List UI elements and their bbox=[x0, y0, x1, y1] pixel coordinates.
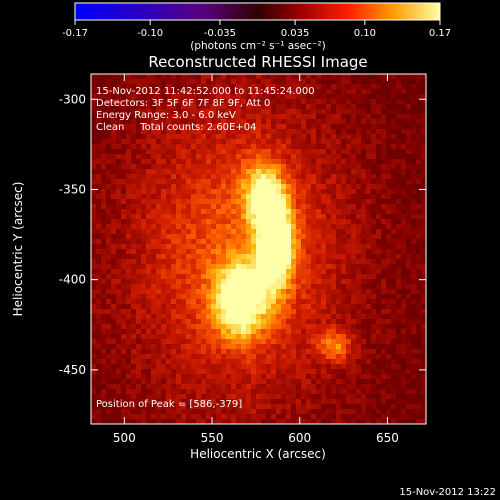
colorbar-tick: 0.10 bbox=[354, 20, 376, 39]
colorbar-tick-label: -0.035 bbox=[204, 28, 236, 39]
plot-frame bbox=[90, 73, 427, 425]
y-tick-label: -300 bbox=[59, 92, 86, 106]
colorbar-tick-label: 0.17 bbox=[429, 28, 451, 39]
x-tick-label: 650 bbox=[376, 431, 399, 445]
y-tick: -400 bbox=[59, 273, 426, 287]
heatmap-image bbox=[91, 74, 426, 424]
y-tick-label: -400 bbox=[59, 273, 86, 287]
annotation-clean-counts: Clean Total counts: 2.60E+04 bbox=[96, 122, 256, 133]
annotation-time-range: 15-Nov-2012 11:42:52.000 to 11:45:24.000 bbox=[96, 86, 315, 97]
x-tick-label: 500 bbox=[113, 431, 136, 445]
colorbar-tick: -0.10 bbox=[137, 20, 163, 39]
y-tick: -350 bbox=[59, 182, 426, 196]
colorbar-tick-label: 0.10 bbox=[354, 28, 376, 39]
colorbar-tick: 0.035 bbox=[281, 20, 310, 39]
y-axis-label: Heliocentric Y (arcsec) bbox=[11, 182, 25, 317]
x-tick: 650 bbox=[376, 74, 399, 445]
x-tick: 550 bbox=[201, 74, 224, 445]
colorbar-tick-label: 0.035 bbox=[281, 28, 310, 39]
x-tick-label: 550 bbox=[201, 431, 224, 445]
y-tick: -300 bbox=[59, 92, 426, 106]
x-tick: 500 bbox=[113, 74, 136, 445]
annotation-detectors: Detectors: 3F 5F 6F 7F 8F 9F, Att 0 bbox=[96, 98, 270, 109]
y-axis-ticks: -300 -350 -400 -450 bbox=[59, 92, 426, 377]
annotation-block: 15-Nov-2012 11:42:52.000 to 11:45:24.000… bbox=[96, 86, 315, 133]
y-tick-label: -450 bbox=[59, 363, 86, 377]
chart-title: Reconstructed RHESSI Image bbox=[148, 53, 367, 71]
x-axis-ticks: 500 550 600 650 bbox=[113, 74, 399, 445]
x-tick: 600 bbox=[288, 74, 311, 445]
y-tick: -450 bbox=[59, 363, 426, 377]
colorbar-tick-label: -0.17 bbox=[62, 28, 88, 39]
colorbar-unit-label: (photons cm⁻² s⁻¹ asec⁻²) bbox=[190, 40, 325, 52]
x-axis-label: Heliocentric X (arcsec) bbox=[190, 447, 326, 461]
colorbar-tick-label: -0.10 bbox=[137, 28, 163, 39]
colorbar-ticks: -0.17 -0.10 -0.035 0.035 0.10 0.17 bbox=[62, 20, 451, 39]
footer-date: 15-Nov-2012 13:22 bbox=[399, 487, 496, 498]
peak-position-label: Position of Peak = [586,-379] bbox=[96, 399, 242, 410]
y-tick-label: -350 bbox=[59, 182, 86, 196]
colorbar bbox=[74, 2, 441, 21]
colorbar-tick: 0.17 bbox=[429, 20, 451, 39]
colorbar-tick: -0.035 bbox=[204, 20, 236, 39]
annotation-energy-range: Energy Range: 3.0 - 6.0 keV bbox=[96, 110, 236, 121]
colorbar-tick: -0.17 bbox=[62, 20, 88, 39]
x-tick-label: 600 bbox=[288, 431, 311, 445]
